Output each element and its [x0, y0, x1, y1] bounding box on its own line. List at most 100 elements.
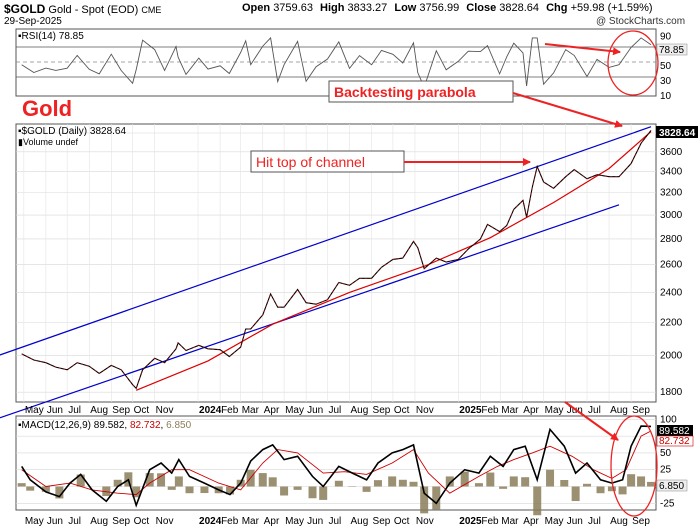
ohlc-readout: Open 3759.63 High 3833.27 Low 3756.99 Cl… — [242, 2, 653, 14]
macd-histogram-bar — [167, 486, 176, 490]
x-tick-label: Apr — [523, 405, 539, 416]
open-value: 3759.63 — [273, 2, 313, 14]
macd-histogram-bar — [113, 479, 122, 487]
x-tick-label: Jun — [567, 405, 583, 416]
price-title-text: $GOLD (Daily) 3828.64 — [22, 126, 127, 137]
high-label: High — [320, 2, 345, 14]
rsi-y-tick: 50 — [660, 61, 672, 72]
macd-histogram-bar — [362, 486, 371, 492]
macd-y-tick: 100 — [660, 414, 677, 425]
rsi-last-value: 78.85 — [659, 45, 684, 56]
x-tick-label: Sep — [373, 516, 391, 527]
macd-histogram-bar — [26, 486, 35, 491]
x-tick-label: Feb — [481, 516, 499, 527]
price-y-tick: 2800 — [660, 234, 683, 245]
macd-histogram-bar — [499, 486, 508, 489]
high-value: 3833.27 — [347, 2, 388, 14]
chg-label: Chg — [546, 2, 568, 14]
price-title: ▪$GOLD (Daily) 3828.64 — [18, 126, 126, 137]
price-y-tick: 2200 — [660, 318, 683, 329]
macd-histogram-bar — [388, 476, 397, 487]
macd-hist-last-value: 6.850 — [659, 481, 684, 492]
x-tick-label: Aug — [610, 516, 628, 527]
instrument-name: Gold - Spot (EOD) — [48, 4, 139, 16]
arrow-rsi — [544, 43, 621, 56]
x-tick-label: May — [285, 516, 304, 527]
macd-histogram-bar — [319, 486, 328, 500]
macd-histogram-bar — [474, 483, 483, 487]
macd-highlight-circle — [610, 415, 658, 517]
x-tick-label: Sep — [632, 405, 650, 416]
macd-histogram-bar — [596, 486, 605, 494]
price-y-tick: 1800 — [660, 387, 683, 398]
close-value: 3828.64 — [499, 2, 540, 14]
x-tick-label: Nov — [416, 516, 434, 527]
x-tick-label: Oct — [134, 405, 150, 416]
arrow-macd — [564, 401, 619, 441]
price-subtitle-text: Volume undef — [23, 137, 79, 147]
macd-line — [21, 425, 652, 508]
x-axis-bottom: May Jun Jul Aug Sep Oct Nov 2024 Feb Mar Apr May Jun… — [25, 516, 651, 527]
macd-histogram-bar — [420, 486, 429, 514]
x-tick-label: Mar — [242, 405, 260, 416]
macd-histogram-bar — [55, 486, 64, 499]
x-tick-label: Sep — [112, 405, 130, 416]
x-tick-label: Jul — [588, 516, 601, 527]
x-tick-label: May — [25, 516, 44, 527]
backtesting-annotation: Backtesting parabola — [334, 84, 476, 100]
macd-histogram-bar — [334, 480, 343, 487]
price-last-value: 3828.64 — [659, 128, 696, 139]
open-label: Open — [242, 2, 271, 14]
rsi-highlight-circle — [607, 30, 659, 96]
x-tick-label: May — [545, 516, 564, 527]
macd-histogram-bar — [102, 486, 111, 497]
x-tick-label: Oct — [394, 516, 410, 527]
price-y-tick: 3600 — [660, 147, 683, 158]
rsi-series-line — [21, 36, 652, 89]
macd-histogram-bar — [432, 486, 441, 510]
x-tick-label: 2025 — [459, 405, 482, 416]
macd-histogram-bar — [647, 481, 656, 487]
symbol: $GOLD — [4, 2, 46, 16]
price-y-tick: 2600 — [660, 260, 683, 271]
price-y-tick: 3400 — [660, 167, 683, 178]
macd-histogram-bar — [409, 481, 418, 487]
x-tick-label: May — [285, 405, 304, 416]
macd-histogram-bar — [174, 476, 183, 487]
macd-histogram-bar — [637, 476, 646, 487]
x-tick-label: 2024 — [199, 516, 222, 527]
macd-histogram-bar — [373, 480, 382, 487]
macd-signal-last-value: 82.732 — [659, 436, 690, 447]
macd-histogram-bar — [200, 486, 209, 494]
macd-histogram-bar — [560, 480, 569, 487]
x-tick-label: Mar — [501, 405, 519, 416]
price-y-tick: 2400 — [660, 287, 683, 298]
x-tick-label: Feb — [221, 516, 239, 527]
x-tick-label: Aug — [90, 405, 108, 416]
x-tick-label: Jun — [47, 405, 63, 416]
x-tick-label: Nov — [156, 516, 174, 527]
x-tick-label: 2025 — [459, 516, 482, 527]
macd-histogram-bar — [398, 479, 407, 487]
macd-histogram-bar — [546, 469, 555, 487]
macd-histogram-bar — [627, 474, 636, 487]
close-label: Close — [466, 2, 497, 14]
macd-histogram-bar — [607, 486, 616, 492]
x-tick-label: Apr — [264, 516, 280, 527]
x-axis-mid: May Jun Jul Aug Sep Oct Nov 2024 Feb Mar Apr May Jun… — [25, 405, 651, 416]
macd-histogram-bar — [268, 477, 277, 487]
rsi-y-tick: 90 — [660, 31, 672, 42]
x-tick-label: Jun — [307, 405, 323, 416]
macd-histogram-bar — [486, 472, 495, 487]
price-subtitle: ▮Volume undef — [18, 137, 78, 147]
macd-histogram-bar — [145, 473, 154, 487]
x-tick-label: Feb — [481, 405, 499, 416]
trendline-parabola — [135, 131, 652, 391]
macd-histogram-bar — [132, 486, 141, 498]
x-tick-label: Jul — [328, 516, 341, 527]
x-tick-label: May — [25, 405, 44, 416]
macd-histogram-bar — [509, 476, 518, 487]
x-tick-label: Apr — [264, 405, 280, 416]
macd-title: ▪MACD(12,26,9) 89.582, 82.732, 6.850 — [18, 420, 192, 431]
